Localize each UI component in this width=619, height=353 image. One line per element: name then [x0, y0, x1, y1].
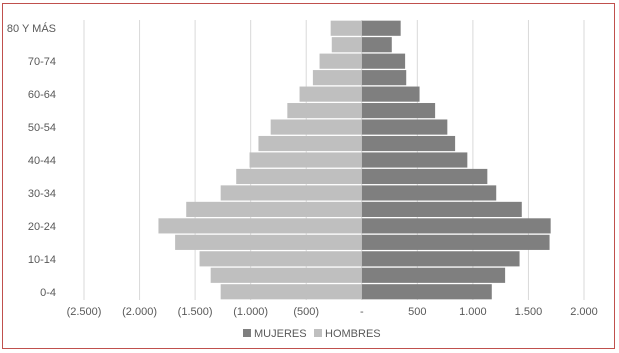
x-tick-label: (1.000)	[233, 306, 268, 318]
bar-mujeres-80-y-m-s	[361, 20, 401, 36]
bar-hombres-40-44	[249, 152, 362, 168]
bar-mujeres-0-4	[361, 284, 492, 300]
bar-hombres-70-74	[319, 53, 362, 69]
bar-hombres-5-9	[210, 267, 362, 283]
bar-hombres-80-y-m-s	[330, 20, 362, 36]
bar-mujeres-65-69	[361, 70, 407, 86]
legend-swatch-hombres	[314, 329, 322, 337]
bar-hombres-60-64	[299, 86, 362, 102]
bar-hombres-30-34	[220, 185, 362, 201]
bar-hombres-25-29	[186, 201, 362, 217]
bar-mujeres-50-54	[361, 119, 448, 135]
x-tick-label: (500)	[293, 306, 319, 318]
x-tick-label: 2.000	[570, 306, 598, 318]
bar-hombres-15-19	[175, 234, 362, 250]
legend-label-mujeres: MUJERES	[254, 328, 307, 340]
x-tick-label: 500	[408, 306, 426, 318]
legend-label-hombres: HOMBRES	[325, 328, 381, 340]
bar-hombres-45-49	[258, 135, 362, 152]
y-tick-label: 10-14	[28, 254, 56, 266]
bar-hombres-75-79	[331, 37, 362, 53]
x-tick-label: 1.000	[459, 306, 487, 318]
bar-mujeres-75-79	[361, 37, 392, 53]
x-tick-label: 1.500	[515, 306, 543, 318]
x-tick-label: (2.500)	[67, 306, 102, 318]
bar-mujeres-45-49	[361, 135, 456, 152]
bar-mujeres-35-39	[361, 168, 488, 185]
y-tick-label: 30-34	[28, 188, 56, 200]
x-tick-label: (2.000)	[122, 306, 157, 318]
bar-mujeres-30-34	[361, 185, 497, 201]
bar-hombres-35-39	[236, 168, 362, 185]
bar-mujeres-20-24	[361, 218, 551, 234]
x-tick-label: (1.500)	[178, 306, 213, 318]
bar-mujeres-25-29	[361, 201, 522, 217]
bar-hombres-55-59	[287, 103, 362, 119]
bar-mujeres-60-64	[361, 86, 420, 102]
bar-mujeres-55-59	[361, 103, 436, 119]
x-tick-label: -	[360, 306, 364, 318]
y-tick-label: 20-24	[28, 221, 56, 233]
bar-hombres-10-14	[199, 251, 362, 267]
bar-mujeres-5-9	[361, 267, 506, 283]
y-tick-label: 60-64	[28, 89, 56, 101]
y-tick-label: 50-54	[28, 122, 56, 134]
bar-mujeres-40-44	[361, 152, 468, 168]
y-tick-label: 0-4	[40, 287, 56, 299]
bar-hombres-0-4	[220, 284, 362, 300]
bar-hombres-20-24	[158, 218, 362, 234]
bar-mujeres-10-14	[361, 251, 520, 267]
legend-swatch-mujeres	[243, 329, 251, 337]
bar-hombres-65-69	[312, 70, 362, 86]
bar-mujeres-15-19	[361, 234, 550, 250]
bar-mujeres-70-74	[361, 53, 406, 69]
y-tick-label: 80 Y MÁS	[7, 22, 56, 35]
y-tick-label: 40-44	[28, 155, 56, 167]
bar-hombres-50-54	[270, 119, 362, 135]
y-tick-label: 70-74	[28, 56, 56, 68]
